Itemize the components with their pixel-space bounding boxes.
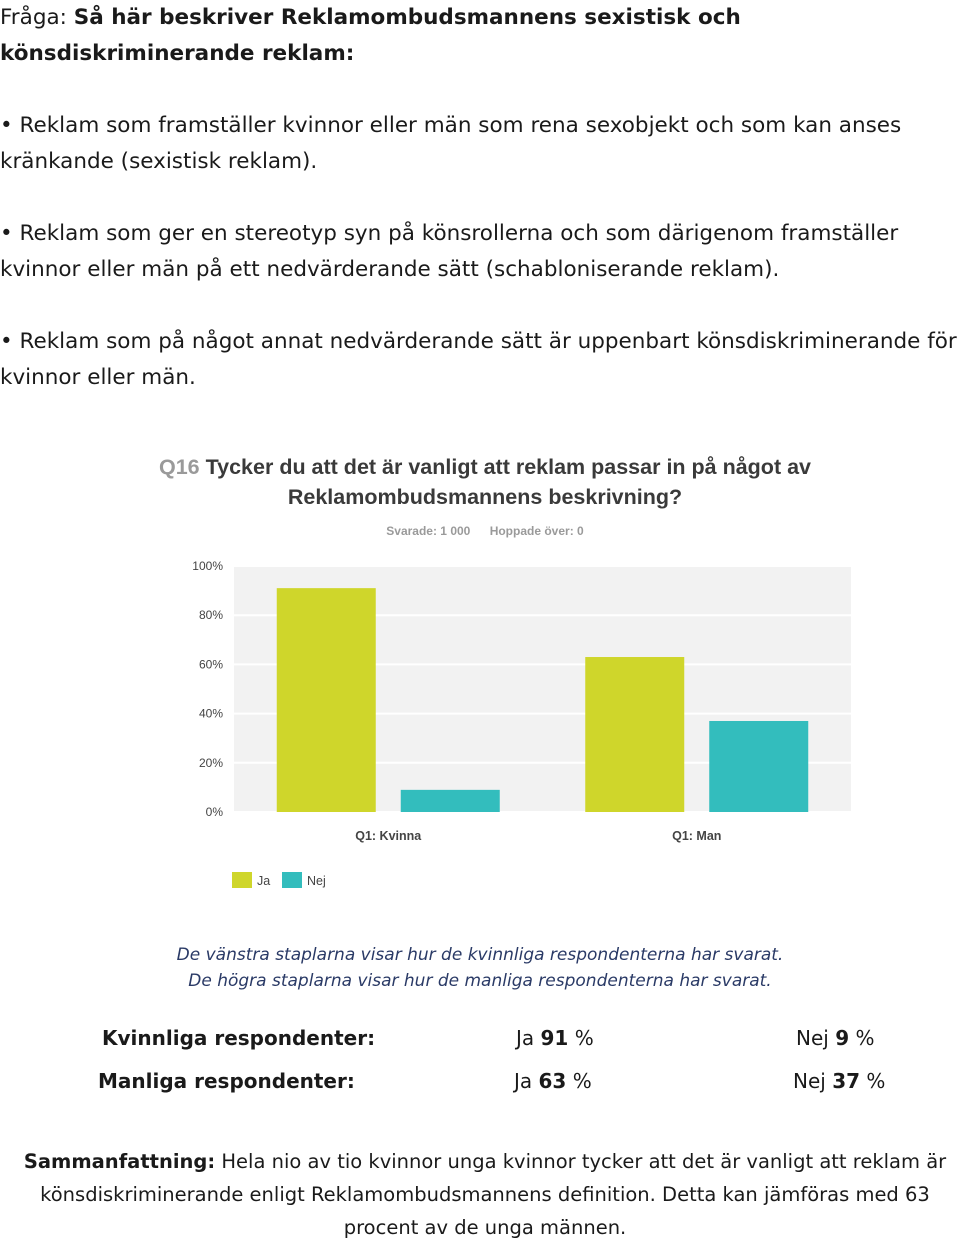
legend-swatch [232, 872, 252, 888]
question: Fråga: Så här beskriver Reklamombudsmann… [0, 0, 960, 72]
intro-text: Fråga: Så här beskriver Reklamombudsmann… [0, 0, 960, 432]
legend-label: Nej [307, 874, 326, 888]
nej-label: Nej [793, 1069, 826, 1093]
ja-value: 63 [538, 1069, 567, 1093]
question-label: Fråga: [0, 5, 67, 30]
answered-count: Svarade: 1 000 [386, 524, 471, 538]
bullet-item: Reklam som framställer kvinnor eller män… [0, 108, 960, 180]
bar [276, 588, 376, 812]
unit: % [572, 1069, 592, 1093]
caption-line1: De vänstra staplarna visar hur de kvinnl… [176, 945, 784, 965]
y-tick-label: 60% [199, 657, 223, 671]
respondent-row-men: Manliga respondenter: Ja 63 % Nej 37 % [0, 1069, 960, 1099]
legend-swatch [282, 872, 302, 888]
y-tick-label: 100% [192, 559, 223, 573]
bullet-item: Reklam som på något annat nedvärderande … [0, 324, 960, 396]
ja-label: Ja [516, 1026, 535, 1050]
unit: % [855, 1026, 875, 1050]
ja-result: Ja 63 % [514, 1069, 592, 1093]
unit: % [574, 1026, 594, 1050]
nej-result: Nej 37 % [793, 1069, 885, 1093]
nej-value: 37 [832, 1069, 861, 1093]
summary: Sammanfattning: Hela nio av tio kvinnor … [20, 1145, 950, 1244]
unit: % [866, 1069, 886, 1093]
ja-result: Ja 91 % [516, 1026, 594, 1050]
bullet-item: Reklam som ger en stereotyp syn på könsr… [0, 216, 960, 288]
respondent-label: Kvinnliga respondenter: [102, 1026, 376, 1050]
ja-value: 91 [540, 1026, 569, 1050]
x-tick-label: Q1: Man [672, 829, 721, 843]
summary-text: Hela nio av tio kvinnor unga kvinnor tyc… [40, 1150, 947, 1239]
chart-title-line2: Reklamombudsmannens beskrivning? [287, 485, 683, 509]
bar [585, 657, 685, 812]
bar [400, 789, 500, 812]
chart-title: Q16 Tycker du att det är vanligt att rek… [100, 452, 870, 512]
ja-label: Ja [514, 1069, 533, 1093]
survey-chart: Q16 Tycker du att det är vanligt att rek… [100, 440, 870, 900]
legend-label: Ja [257, 874, 270, 888]
x-tick-label: Q1: Kvinna [355, 829, 422, 843]
respondent-row-women: Kvinnliga respondenter: Ja 91 % Nej 9 % [0, 1026, 960, 1056]
skipped-count: Hoppade över: 0 [489, 524, 584, 538]
caption-line2: De högra staplarna visar hur de manliga … [188, 971, 772, 991]
chart-title-line1: Tycker du att det är vanligt att reklam … [205, 455, 811, 479]
bar-chart: 0% 20% 40% 60% 80% 100% Q1: Kvinna Q1: Man Ja Nej [192, 559, 851, 888]
nej-label: Nej [796, 1026, 829, 1050]
question-text: Så här beskriver Reklamombudsmannens sex… [0, 5, 741, 66]
y-tick-label: 80% [199, 608, 223, 622]
nej-value: 9 [835, 1026, 850, 1050]
y-tick-label: 20% [199, 756, 223, 770]
summary-label: Sammanfattning: [23, 1150, 216, 1173]
y-tick-label: 0% [206, 805, 224, 819]
respondent-label: Manliga respondenter: [98, 1069, 355, 1093]
bar [709, 720, 809, 812]
question-number: Q16 [158, 455, 200, 479]
nej-result: Nej 9 % [796, 1026, 874, 1050]
response-stats: Svarade: 1 000 Hoppade över: 0 [100, 524, 870, 538]
y-tick-label: 40% [199, 707, 223, 721]
chart-caption: De vänstra staplarna visar hur de kvinnl… [0, 942, 960, 994]
